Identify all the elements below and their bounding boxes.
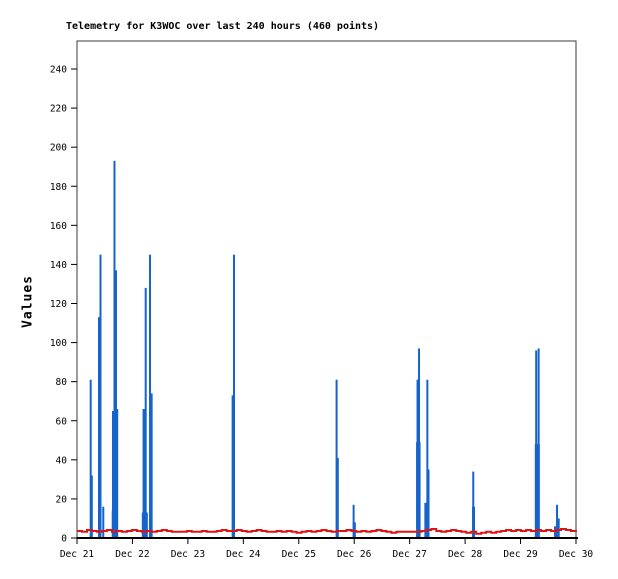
y-tick-label: 0 [61, 534, 67, 545]
spike-bar [90, 475, 93, 537]
y-tick-label: 220 [50, 104, 67, 115]
x-tick-label: Dec 22 [115, 549, 149, 560]
x-tick-label: Dec 21 [60, 549, 95, 560]
spike-bar [111, 410, 114, 537]
spike-bar [426, 379, 429, 537]
spike-bar [98, 317, 101, 537]
y-tick-label: 240 [50, 65, 67, 76]
spike-bar [472, 506, 476, 537]
spike-bar [472, 471, 475, 537]
spike-bar [537, 348, 540, 537]
x-tick-label: Dec 29 [503, 549, 538, 560]
spike-bar [233, 254, 236, 538]
spike-bar [111, 510, 118, 537]
y-tick-label: 60 [56, 416, 68, 427]
spike-bar [113, 160, 116, 538]
spike-bar [335, 379, 338, 537]
x-tick-label: Dec 30 [559, 549, 594, 560]
y-tick-label: 100 [50, 338, 67, 349]
spike-bar [557, 518, 560, 537]
y-tick-label: 80 [56, 377, 68, 388]
x-tick-label: Dec 25 [282, 549, 316, 560]
x-tick-label: Dec 24 [226, 549, 261, 560]
x-tick-label: Dec 28 [448, 549, 483, 560]
x-tick-label: Dec 27 [393, 549, 427, 560]
spike-bar [556, 504, 559, 537]
spike-bar [352, 504, 355, 537]
spike-bar [426, 469, 430, 537]
y-tick-label: 20 [56, 494, 68, 505]
spike-bar [142, 409, 146, 537]
spike-bar [144, 287, 147, 537]
spike-bar [89, 379, 92, 537]
spike-bar [535, 350, 538, 537]
x-tick-label: Dec 26 [337, 549, 372, 560]
spike-bar [418, 348, 421, 537]
y-tick-label: 40 [56, 455, 68, 466]
spike-bar [336, 457, 339, 537]
baseline-series [77, 528, 577, 535]
spike-bar [534, 444, 540, 537]
y-tick-label: 160 [50, 221, 67, 232]
spike-bar [149, 254, 152, 538]
spike-bar [150, 393, 153, 537]
spike-bar [352, 522, 356, 537]
spike-bar [102, 506, 105, 537]
spike-bar [231, 395, 234, 537]
spike-bar [114, 270, 117, 537]
y-tick-label: 120 [50, 299, 67, 310]
spike-bar [99, 254, 102, 538]
y-tick-label: 200 [50, 143, 67, 154]
y-tick-label: 140 [50, 260, 67, 271]
y-tick-label: 180 [50, 182, 67, 193]
x-tick-label: Dec 23 [171, 549, 205, 560]
chart-title: Telemetry for K3WOC over last 240 hours … [66, 21, 380, 32]
spike-bar [116, 409, 119, 537]
